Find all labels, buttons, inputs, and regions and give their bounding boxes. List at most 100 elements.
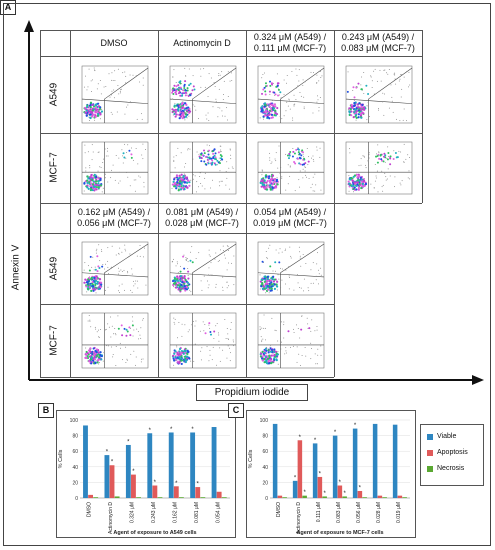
- column-header: 0.324 μM (A549) / 0.111 μM (MCF-7): [253, 32, 327, 53]
- significance-star: *: [191, 427, 194, 433]
- column-header: 0.162 μM (A549) / 0.056 μM (MCF-7): [77, 207, 151, 228]
- table-line: [70, 203, 71, 377]
- y-tick-label: 0: [75, 496, 78, 502]
- bar: [362, 497, 367, 498]
- y-tick-label: 80: [262, 434, 268, 440]
- legend-label: Viable: [437, 433, 457, 440]
- column-header: 0.081 μM (A549) / 0.028 μM (MCF-7): [165, 207, 239, 228]
- legend-item-apoptosis: Apoptosis: [427, 449, 468, 456]
- table-line: [40, 377, 334, 378]
- bar: [216, 491, 222, 498]
- column-header: DMSO: [100, 37, 128, 48]
- panel-b-label: B: [38, 403, 54, 418]
- bar: [402, 497, 407, 498]
- table-line: [40, 56, 422, 57]
- x-tick-label: Actinomycin D: [296, 502, 302, 534]
- table-line: [40, 304, 334, 305]
- legend-swatch: [427, 433, 433, 440]
- bar: [272, 423, 278, 498]
- bar: [125, 444, 131, 498]
- legend: Viable Apoptosis Necrosis: [420, 424, 484, 486]
- y-tick-label: 80: [72, 434, 78, 440]
- significance-star: *: [319, 471, 322, 477]
- significance-star: *: [111, 460, 114, 466]
- bar: [147, 433, 153, 498]
- row-label: MCF-7: [48, 152, 60, 183]
- legend-label: Necrosis: [437, 465, 465, 472]
- flow-plot: [257, 65, 325, 124]
- x-axis-label: Agent of exposure to MCF-7 cells: [296, 530, 383, 536]
- x-tick-label: DMSO: [276, 502, 282, 517]
- significance-star: *: [154, 480, 157, 486]
- flow-plot: [257, 241, 325, 296]
- significance-star: *: [303, 490, 306, 496]
- bar: [357, 490, 363, 498]
- y-tick-label: 100: [260, 418, 269, 424]
- bar: [178, 497, 184, 498]
- bar: [88, 494, 94, 498]
- significance-star: *: [334, 430, 337, 436]
- x-tick-label: DMSO: [87, 502, 93, 517]
- row-label: A549: [48, 256, 60, 280]
- flow-plot: [169, 65, 237, 124]
- table-line: [40, 203, 422, 204]
- x-tick-label: Actinomycin D: [108, 502, 114, 534]
- x-tick-label: 0.083 μM: [336, 502, 342, 523]
- flow-plot: [345, 141, 413, 195]
- y-axis-label: % Cells: [248, 449, 254, 468]
- y-tick-label: 20: [262, 480, 268, 486]
- panel-c-label: C: [228, 403, 244, 418]
- bar: [292, 480, 298, 498]
- table-line: [40, 203, 41, 377]
- flow-plot: [81, 312, 149, 369]
- bar: [302, 495, 307, 498]
- table-line: [40, 30, 422, 31]
- bar: [190, 432, 196, 498]
- panel-a-axes: [24, 20, 484, 385]
- x-axis-label: Propidium iodide: [196, 384, 308, 401]
- flow-plot: [81, 141, 149, 195]
- bar: [352, 428, 358, 498]
- bar: [114, 496, 120, 498]
- y-axis-label: % Cells: [58, 449, 64, 468]
- significance-star: *: [299, 435, 302, 441]
- x-tick-label: 0.081 μM: [194, 502, 200, 523]
- y-axis-label: Annexin V: [10, 244, 22, 291]
- significance-star: *: [339, 480, 342, 486]
- y-tick-label: 100: [70, 418, 79, 424]
- column-header: 0.054 μM (A549) / 0.019 μM (MCF-7): [253, 207, 327, 228]
- y-tick-label: 0: [265, 496, 268, 502]
- bar: [173, 486, 179, 498]
- legend-label: Apoptosis: [437, 449, 468, 456]
- table-line: [40, 233, 334, 234]
- x-tick-label: 0.028 μM: [376, 502, 382, 523]
- bar: [83, 425, 88, 498]
- significance-star: *: [175, 481, 178, 487]
- bar: [93, 497, 99, 498]
- bar: [382, 497, 387, 498]
- bar: [200, 497, 206, 498]
- table-line: [40, 133, 422, 134]
- chart-c: 0 20 40 60 80 100 % Cells Agent of exposure to …: [248, 418, 410, 536]
- bar: [372, 423, 378, 498]
- bar: [392, 424, 398, 498]
- column-header: 0.243 μM (A549) / 0.083 μM (MCF-7): [341, 32, 415, 53]
- bar: [221, 497, 227, 498]
- flow-plot: [257, 141, 325, 195]
- bar: [131, 474, 136, 498]
- bar: [342, 496, 347, 498]
- flow-plot: [257, 312, 325, 369]
- column-header: Actinomycin D: [173, 37, 231, 48]
- bar: [297, 440, 303, 498]
- bar: [282, 497, 287, 498]
- flow-plot: [345, 65, 413, 124]
- bar: [397, 495, 403, 498]
- bar: [195, 487, 201, 498]
- table-line: [40, 30, 41, 203]
- row-label: A549: [48, 82, 60, 106]
- significance-star: *: [127, 439, 130, 445]
- flow-plot: [169, 141, 237, 195]
- y-tick-label: 40: [262, 465, 268, 471]
- legend-swatch: [427, 449, 433, 456]
- flow-plot: [169, 241, 237, 296]
